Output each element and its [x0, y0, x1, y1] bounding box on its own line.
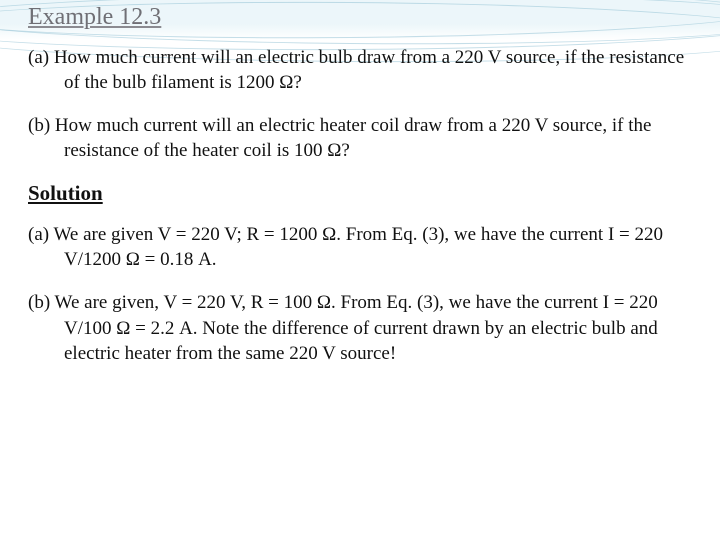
answer-a: (a) We are given V = 220 V; R = 1200 Ω. … — [28, 222, 692, 272]
question-a: (a) How much current will an electric bu… — [28, 45, 692, 95]
example-title: Example 12.3 — [28, 4, 692, 31]
question-b: (b) How much current will an electric he… — [28, 113, 692, 163]
solution-heading: Solution — [28, 181, 692, 206]
answer-b: (b) We are given, V = 220 V, R = 100 Ω. … — [28, 290, 692, 365]
slide-content: Example 12.3 (a) How much current will a… — [0, 0, 720, 404]
